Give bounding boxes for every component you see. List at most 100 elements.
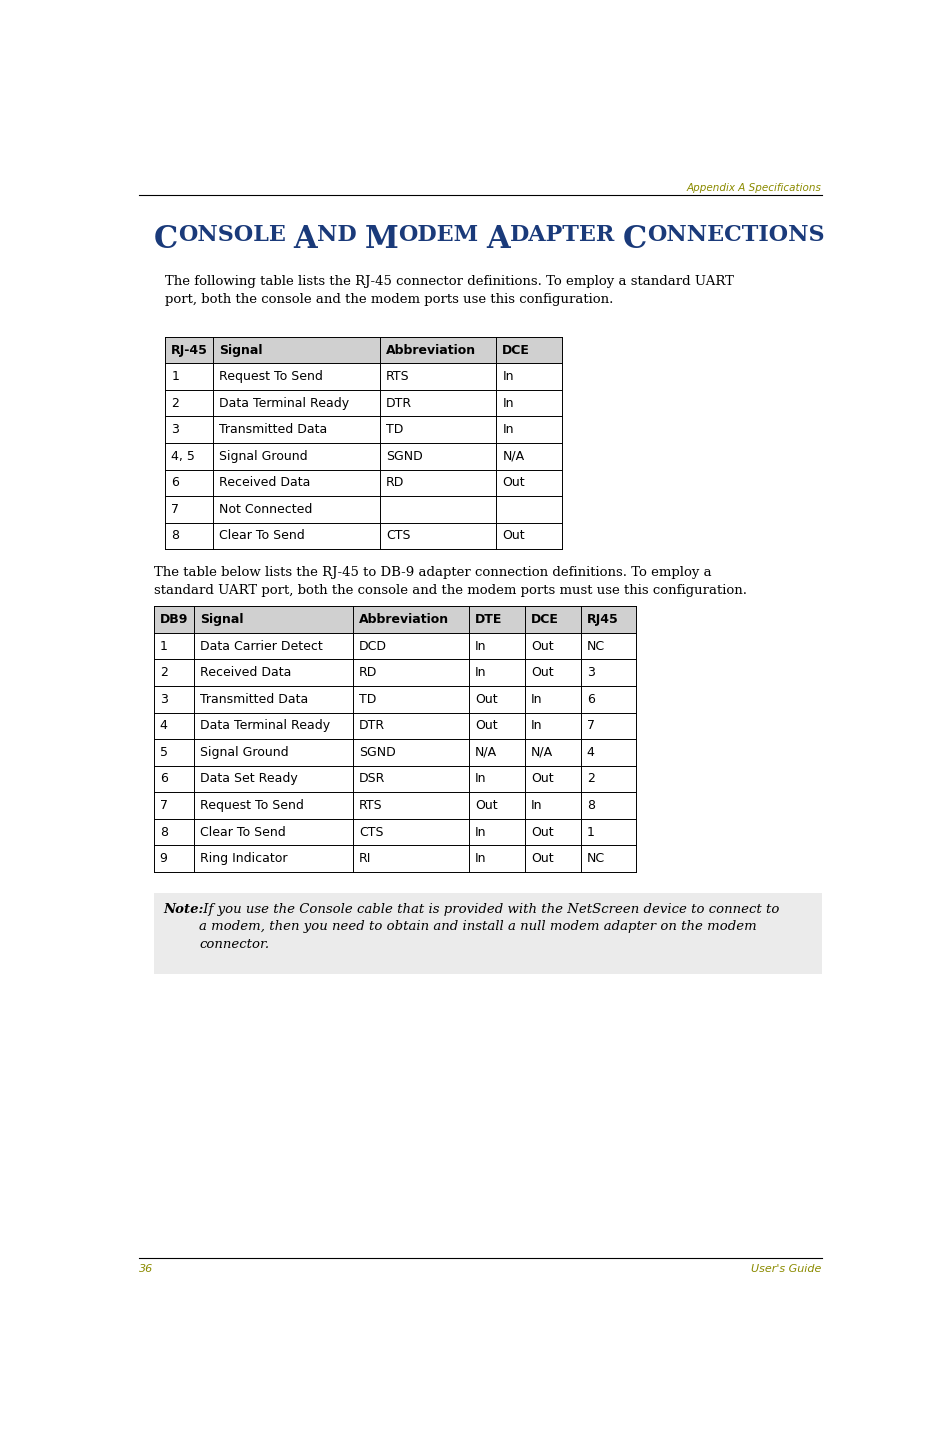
Text: SGND: SGND: [386, 450, 422, 463]
Text: DCD: DCD: [358, 639, 387, 652]
Text: In: In: [475, 852, 486, 865]
Text: Out: Out: [531, 667, 553, 680]
Text: DTE: DTE: [475, 613, 502, 626]
Text: RJ-45: RJ-45: [171, 344, 208, 357]
Text: Ring Indicator: Ring Indicator: [200, 852, 287, 865]
Text: Note:: Note:: [163, 902, 203, 915]
Text: Signal: Signal: [219, 344, 263, 357]
Text: The following table lists the RJ-45 connector definitions. To employ a standard : The following table lists the RJ-45 conn…: [165, 275, 733, 305]
Text: Received Data: Received Data: [200, 667, 291, 680]
Text: ONSOLE: ONSOLE: [178, 224, 285, 246]
Text: Transmitted Data: Transmitted Data: [219, 424, 328, 437]
Text: TD: TD: [386, 424, 403, 437]
Text: DTR: DTR: [358, 719, 385, 732]
Text: Out: Out: [502, 529, 524, 542]
Text: 1: 1: [159, 639, 168, 652]
FancyBboxPatch shape: [165, 337, 562, 363]
Text: 9: 9: [159, 852, 168, 865]
Text: 7: 7: [171, 503, 179, 516]
Text: N/A: N/A: [531, 746, 552, 759]
Text: 3: 3: [586, 667, 594, 680]
Text: N/A: N/A: [502, 450, 524, 463]
Text: DTR: DTR: [386, 396, 412, 409]
Text: Abbreviation: Abbreviation: [358, 613, 448, 626]
Text: Clear To Send: Clear To Send: [219, 529, 305, 542]
Text: 4: 4: [159, 719, 168, 732]
Text: 1: 1: [171, 370, 179, 383]
Text: If you use the Console cable that is provided with the NetScreen device to conne: If you use the Console cable that is pro…: [199, 902, 779, 950]
Text: Out: Out: [531, 826, 553, 839]
Text: C: C: [622, 224, 646, 254]
FancyBboxPatch shape: [154, 894, 821, 975]
Text: DSR: DSR: [358, 772, 385, 785]
Text: 6: 6: [586, 693, 594, 706]
Text: 4: 4: [586, 746, 594, 759]
Text: A: A: [293, 224, 316, 254]
Text: Data Terminal Ready: Data Terminal Ready: [219, 396, 349, 409]
Text: 2: 2: [171, 396, 179, 409]
Text: M: M: [364, 224, 398, 254]
Text: NC: NC: [586, 852, 605, 865]
Text: 2: 2: [159, 667, 168, 680]
Text: C: C: [154, 224, 178, 254]
Text: In: In: [502, 370, 513, 383]
Text: 5: 5: [159, 746, 168, 759]
Text: DB9: DB9: [159, 613, 188, 626]
Text: Data Carrier Detect: Data Carrier Detect: [200, 639, 323, 652]
Text: In: In: [475, 826, 486, 839]
Text: Data Set Ready: Data Set Ready: [200, 772, 298, 785]
Text: User's Guide: User's Guide: [751, 1264, 821, 1274]
Text: Signal Ground: Signal Ground: [200, 746, 288, 759]
Text: NC: NC: [586, 639, 605, 652]
Text: Abbreviation: Abbreviation: [386, 344, 475, 357]
Text: ODEM: ODEM: [398, 224, 477, 246]
Text: Out: Out: [475, 693, 497, 706]
Text: CTS: CTS: [386, 529, 410, 542]
Text: Request To Send: Request To Send: [200, 800, 303, 813]
Text: N/A: N/A: [475, 746, 497, 759]
Text: Out: Out: [531, 852, 553, 865]
Text: RI: RI: [358, 852, 371, 865]
Text: ND: ND: [316, 224, 357, 246]
Text: 8: 8: [586, 800, 594, 813]
Text: In: In: [475, 639, 486, 652]
Text: Out: Out: [475, 719, 497, 732]
Text: 8: 8: [159, 826, 168, 839]
Text: In: In: [531, 719, 542, 732]
Text: 3: 3: [159, 693, 168, 706]
Text: In: In: [502, 396, 513, 409]
Text: Signal: Signal: [200, 613, 243, 626]
Text: Not Connected: Not Connected: [219, 503, 313, 516]
Text: RTS: RTS: [358, 800, 382, 813]
Text: Received Data: Received Data: [219, 476, 311, 489]
Text: In: In: [531, 800, 542, 813]
Text: 4, 5: 4, 5: [171, 450, 195, 463]
Text: In: In: [475, 667, 486, 680]
Text: In: In: [475, 772, 486, 785]
Text: A: A: [486, 224, 509, 254]
Text: RD: RD: [358, 667, 377, 680]
Text: CTS: CTS: [358, 826, 383, 839]
Text: Appendix A Specifications: Appendix A Specifications: [686, 182, 821, 192]
Text: Out: Out: [502, 476, 524, 489]
Text: DCE: DCE: [531, 613, 558, 626]
Text: 6: 6: [159, 772, 168, 785]
Text: 3: 3: [171, 424, 179, 437]
Text: 36: 36: [139, 1264, 153, 1274]
Text: 7: 7: [159, 800, 168, 813]
Text: DCE: DCE: [502, 344, 530, 357]
Text: 2: 2: [586, 772, 594, 785]
Text: Data Terminal Ready: Data Terminal Ready: [200, 719, 329, 732]
Text: 1: 1: [586, 826, 594, 839]
Text: TD: TD: [358, 693, 376, 706]
Text: RJ45: RJ45: [586, 613, 618, 626]
Text: Transmitted Data: Transmitted Data: [200, 693, 308, 706]
Text: Out: Out: [531, 639, 553, 652]
Text: Signal Ground: Signal Ground: [219, 450, 308, 463]
Text: 7: 7: [586, 719, 594, 732]
Text: ONNECTIONS: ONNECTIONS: [646, 224, 824, 246]
Text: Out: Out: [531, 772, 553, 785]
Text: The table below lists the RJ-45 to DB-9 adapter connection definitions. To emplo: The table below lists the RJ-45 to DB-9 …: [154, 567, 746, 597]
Text: Out: Out: [475, 800, 497, 813]
Text: 6: 6: [171, 476, 179, 489]
